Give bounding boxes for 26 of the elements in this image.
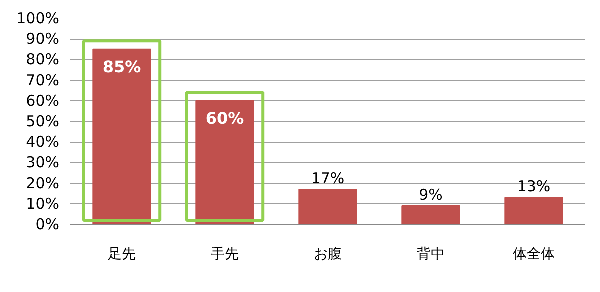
x-tick-label: お腹: [314, 246, 342, 262]
x-tick-label: 足先: [108, 246, 136, 262]
data-label: 17%: [311, 169, 345, 188]
data-label: 60%: [206, 109, 244, 128]
bar: [92, 48, 152, 224]
x-tick-label: 背中: [417, 246, 445, 262]
bar: [402, 205, 460, 224]
bar: [504, 197, 564, 224]
x-tick-label: 体全体: [513, 246, 555, 262]
data-label: 13%: [517, 178, 551, 196]
y-tick-label: 10%: [26, 194, 60, 213]
bar: [298, 188, 358, 224]
y-tick-label: 30%: [26, 154, 60, 172]
y-tick-label: 0%: [36, 216, 60, 234]
y-tick-label: 80%: [26, 50, 60, 69]
y-tick-label: 40%: [26, 133, 60, 152]
data-label: 9%: [419, 186, 443, 204]
bar: [196, 100, 254, 224]
data-label: 85%: [102, 58, 142, 77]
y-tick-label: 90%: [26, 30, 60, 48]
y-tick-label: 60%: [26, 92, 60, 110]
y-tick-label: 100%: [16, 10, 60, 28]
y-tick-label: 20%: [26, 174, 60, 192]
x-tick-label: 手先: [211, 246, 239, 262]
y-tick-label: 50%: [26, 112, 60, 130]
y-tick-label: 70%: [26, 71, 60, 90]
